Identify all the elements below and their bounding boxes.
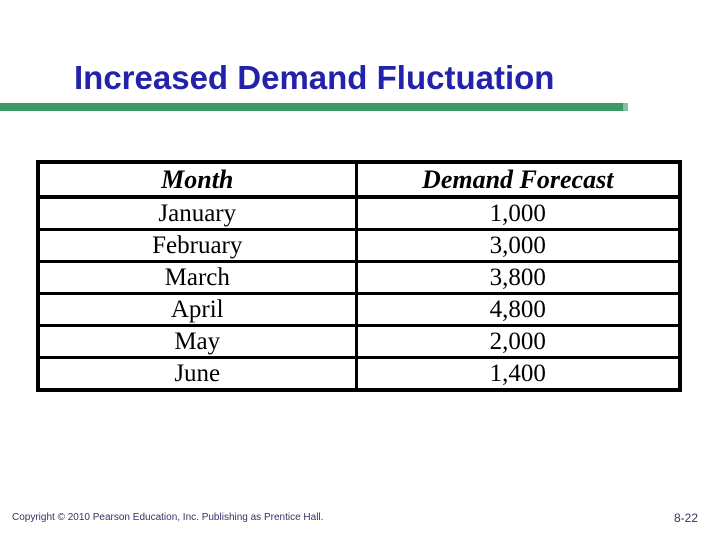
table-body: January 1,000 February 3,000 March 3,800 April…	[36, 195, 682, 392]
table-row: February 3,000	[36, 228, 682, 263]
forecast-cell: 2,000	[354, 324, 682, 359]
month-cell: May	[36, 324, 358, 359]
month-cell: February	[36, 228, 358, 263]
title-accent-bar	[0, 103, 623, 111]
copyright-text: Copyright © 2010 Pearson Education, Inc.…	[12, 512, 324, 523]
forecast-cell: 4,800	[354, 292, 682, 327]
month-cell: January	[36, 195, 358, 231]
forecast-cell: 1,400	[354, 356, 682, 392]
forecast-cell: 1,000	[354, 195, 682, 231]
forecast-cell: 3,000	[354, 228, 682, 263]
demand-forecast-table: Month Demand Forecast January 1,000 Februa…	[36, 160, 682, 392]
table-row: January 1,000	[36, 195, 682, 231]
table-row: June 1,400	[36, 356, 682, 392]
table-row: May 2,000	[36, 324, 682, 359]
table-row: March 3,800	[36, 260, 682, 295]
table-row: April 4,800	[36, 292, 682, 327]
page-number: 8-22	[673, 511, 698, 525]
forecast-cell: 3,800	[354, 260, 682, 295]
column-header-demand-forecast: Demand Forecast	[354, 160, 682, 199]
month-cell: June	[36, 356, 358, 392]
table-header-row: Month Demand Forecast	[36, 160, 682, 199]
column-header-month: Month	[36, 160, 358, 199]
month-cell: March	[36, 260, 358, 295]
title-accent-bar-tip	[623, 103, 628, 111]
month-cell: April	[36, 292, 358, 327]
slide-title: Increased Demand Fluctuation	[74, 59, 555, 96]
